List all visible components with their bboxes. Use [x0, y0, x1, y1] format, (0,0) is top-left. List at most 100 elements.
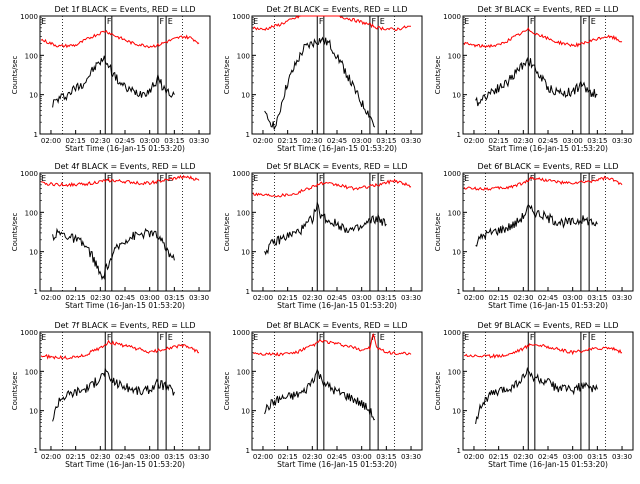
region-label: F — [530, 17, 535, 26]
region-label: E — [253, 333, 258, 342]
panel-6: Det 6f BLACK = Events, RED = LLD 1 10 100 10… — [434, 162, 634, 310]
x-tick-label: 02:15 — [66, 453, 86, 461]
region-label: F — [319, 17, 324, 26]
panel-4: Det 4f BLACK = Events, RED = LLD 1 10 100 10… — [11, 162, 211, 310]
x-tick-label: 03:15 — [587, 294, 607, 302]
x-tick-label: 03:30 — [401, 294, 421, 302]
y-axis-label: Counts/sec — [434, 56, 442, 95]
region-label: F — [107, 333, 112, 342]
x-tick-label: 02:45 — [327, 453, 347, 461]
x-tick-label: 02:15 — [278, 294, 298, 302]
x-tick-label: 02:30 — [513, 453, 533, 461]
x-tick-label: 03:00 — [563, 453, 583, 461]
x-tick-label: 03:30 — [612, 453, 632, 461]
panel-title: Det 4f BLACK = Events, RED = LLD — [54, 162, 195, 171]
region-label: E — [253, 174, 258, 183]
region-label: F — [107, 17, 112, 26]
y-tick-label: 10 — [241, 92, 250, 100]
lld-series-line — [252, 178, 412, 198]
region-label: E — [168, 333, 173, 342]
x-tick-label: 03:15 — [164, 294, 184, 302]
x-tick-label: 02:00 — [464, 294, 484, 302]
region-label: F — [160, 174, 165, 183]
plot-frame — [251, 172, 423, 292]
region-label: F — [530, 333, 535, 342]
panel-title: Det 6f BLACK = Events, RED = LLD — [477, 162, 618, 171]
panel-2: Det 2f BLACK = Events, RED = LLD 1 10 100 10… — [223, 5, 423, 153]
region-label: F — [372, 17, 377, 26]
y-tick-label: 1 — [246, 288, 250, 296]
x-tick-label: 02:00 — [253, 294, 273, 302]
panel-8: Det 8f BLACK = Events, RED = LLD 1 10 100 10… — [223, 321, 423, 469]
y-tick-label: 1000 — [20, 329, 38, 337]
x-axis-label: Start Time (16-Jan-15 01:53:20) — [65, 301, 185, 310]
x-tick-label: 03:15 — [164, 137, 184, 145]
x-tick-label: 03:15 — [376, 453, 396, 461]
y-tick-label: 1000 — [443, 13, 461, 21]
y-tick-label: 100 — [448, 368, 461, 376]
plot-frame — [462, 331, 634, 451]
x-tick-label: 02:45 — [115, 137, 135, 145]
region-label: E — [464, 17, 469, 26]
panel-9: Det 9f BLACK = Events, RED = LLD 1 10 100 10… — [434, 321, 634, 469]
plot-frame — [462, 15, 634, 135]
x-axis-label: Start Time (16-Jan-15 01:53:20) — [277, 301, 397, 310]
x-tick-label: 03:15 — [587, 453, 607, 461]
x-tick-label: 02:30 — [302, 294, 322, 302]
plot-frame — [39, 15, 211, 135]
x-tick-label: 03:00 — [563, 137, 583, 145]
region-label: F — [372, 174, 377, 183]
x-axis-label: Start Time (16-Jan-15 01:53:20) — [488, 301, 608, 310]
y-tick-label: 10 — [241, 249, 250, 257]
region-label: F — [583, 174, 588, 183]
y-tick-label: 10 — [29, 92, 38, 100]
x-tick-label: 02:00 — [464, 137, 484, 145]
region-label: F — [160, 17, 165, 26]
x-tick-label: 03:30 — [612, 137, 632, 145]
x-tick-label: 02:15 — [489, 294, 509, 302]
x-tick-label: 03:15 — [376, 137, 396, 145]
x-tick-label: 03:15 — [164, 453, 184, 461]
x-tick-label: 02:45 — [115, 453, 135, 461]
x-tick-label: 02:30 — [90, 137, 110, 145]
x-tick-label: 02:00 — [41, 294, 61, 302]
region-label: E — [253, 17, 258, 26]
x-tick-label: 02:15 — [489, 453, 509, 461]
x-tick-label: 03:00 — [563, 294, 583, 302]
x-tick-label: 03:00 — [352, 294, 372, 302]
y-tick-label: 100 — [237, 52, 250, 60]
y-tick-label: 100 — [237, 368, 250, 376]
lld-series-line — [463, 343, 623, 359]
y-tick-label: 10 — [452, 249, 461, 257]
panel-3: Det 3f BLACK = Events, RED = LLD 1 10 100 10… — [434, 5, 634, 153]
x-tick-label: 02:30 — [513, 294, 533, 302]
events-series-line — [52, 367, 175, 422]
y-axis-label: Counts/sec — [11, 56, 19, 95]
x-tick-label: 03:00 — [352, 137, 372, 145]
y-tick-label: 1000 — [232, 13, 250, 21]
y-tick-label: 1 — [34, 447, 38, 455]
panel-5: Det 5f BLACK = Events, RED = LLD 1 10 100 10… — [223, 162, 423, 310]
x-tick-label: 03:15 — [587, 137, 607, 145]
x-tick-label: 03:30 — [612, 294, 632, 302]
x-tick-label: 02:45 — [327, 294, 347, 302]
y-tick-label: 1 — [246, 131, 250, 139]
region-label: E — [41, 333, 46, 342]
panel-title: Det 2f BLACK = Events, RED = LLD — [266, 5, 407, 14]
lld-series-line — [41, 174, 200, 188]
x-tick-label: 02:15 — [66, 294, 86, 302]
region-label: E — [380, 333, 385, 342]
panel-title: Det 3f BLACK = Events, RED = LLD — [477, 5, 618, 14]
y-tick-label: 1000 — [232, 329, 250, 337]
y-tick-label: 1000 — [443, 170, 461, 178]
x-tick-label: 02:00 — [253, 137, 273, 145]
y-tick-label: 10 — [452, 408, 461, 416]
region-label: F — [583, 333, 588, 342]
x-tick-label: 03:00 — [140, 294, 160, 302]
region-label: E — [380, 174, 385, 183]
y-tick-label: 100 — [25, 209, 38, 217]
x-tick-label: 02:30 — [513, 137, 533, 145]
x-tick-label: 03:30 — [189, 453, 209, 461]
x-tick-label: 02:00 — [41, 453, 61, 461]
